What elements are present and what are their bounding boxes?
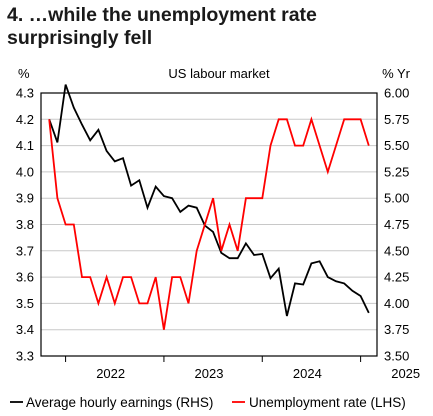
plot-frame (40, 92, 378, 357)
right-axis-unit-label: % Yr (382, 66, 411, 81)
left-tick-label: 4.1 (16, 138, 34, 153)
left-tick-label: 3.7 (16, 243, 34, 258)
right-tick-label: 4.75 (384, 217, 409, 232)
left-axis-ticks: 4.3 4.2 4.1 4.0 3.9 3.8 3.7 3.6 3.5 3.4 3.3 (16, 86, 34, 364)
right-tick-label: 5.50 (384, 138, 409, 153)
right-tick-label: 4.25 (384, 270, 409, 285)
chart-subtitle: US labour market (168, 66, 270, 81)
legend-unemployment-label: Unemployment rate (LHS) (249, 395, 406, 410)
series-layer (48, 84, 370, 330)
left-tick-label: 3.8 (16, 217, 34, 232)
left-tick-label: 4.2 (16, 112, 34, 127)
right-tick-label: 5.25 (384, 164, 409, 179)
left-tick-label: 3.5 (16, 296, 34, 311)
left-tick-label: 3.6 (16, 270, 34, 285)
x-tick-label: 2023 (195, 366, 224, 381)
x-tick-label: 2024 (293, 366, 322, 381)
right-tick-label: 6.00 (384, 86, 409, 101)
left-tick-label: 4.0 (16, 164, 34, 179)
right-tick-label: 5.00 (384, 191, 409, 206)
right-tick-label: 4.00 (384, 296, 409, 311)
right-tick-label: 5.75 (384, 112, 409, 127)
plot-border (40, 92, 378, 357)
legend: Average hourly earnings (RHS) Unemploymen… (10, 395, 406, 410)
x-tick-label: 2022 (96, 366, 125, 381)
left-tick-label: 4.3 (16, 86, 34, 101)
x-tick-label: 2025 (391, 366, 420, 381)
left-axis-unit-label: % (18, 66, 30, 81)
x-axis-ticks: 2022 2023 2024 2025 (65, 356, 420, 381)
chart-title: 4. …while the unemployment rate surprisi… (7, 4, 317, 49)
gridlines (41, 118, 377, 331)
unemployment-series-line (48, 116, 370, 330)
right-tick-label: 4.50 (384, 243, 409, 258)
legend-earnings-label: Average hourly earnings (RHS) (26, 395, 213, 410)
right-tick-label: 3.50 (384, 349, 409, 364)
earnings-series-line (48, 84, 370, 317)
right-axis-ticks: 6.00 5.75 5.50 5.25 5.00 4.75 4.50 4.25 4.00 3.75… (384, 86, 409, 364)
left-tick-label: 3.9 (16, 191, 34, 206)
left-tick-label: 3.4 (16, 322, 34, 337)
right-tick-label: 3.75 (384, 322, 409, 337)
left-tick-label: 3.3 (16, 349, 34, 364)
